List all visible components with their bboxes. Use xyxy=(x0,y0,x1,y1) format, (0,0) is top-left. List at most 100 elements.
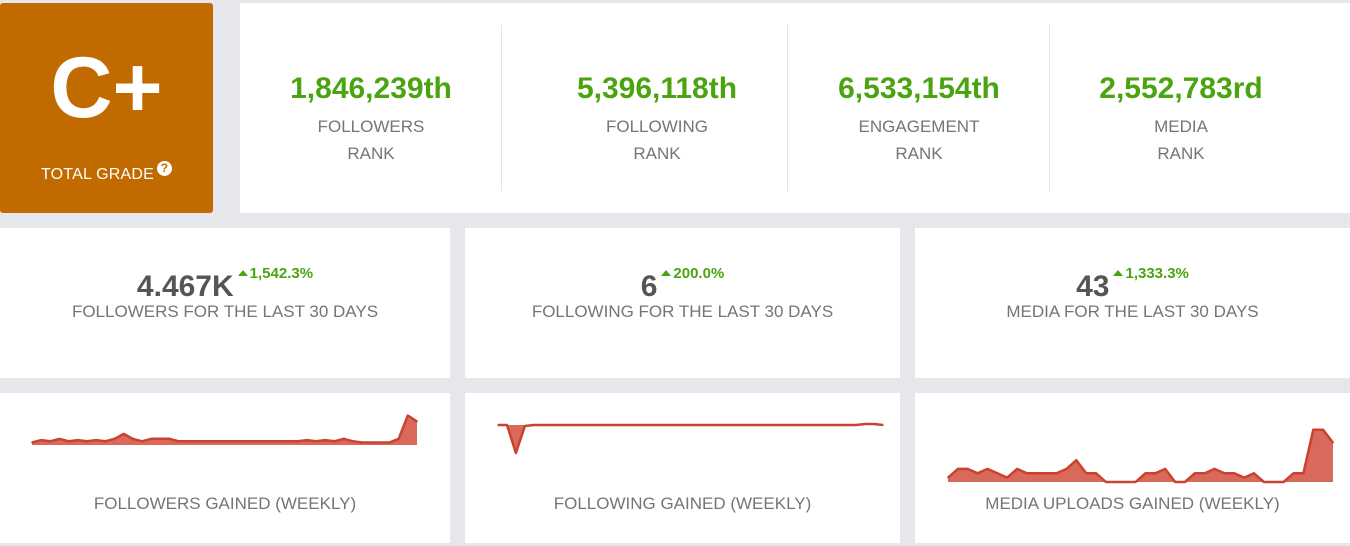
data-point xyxy=(287,440,290,443)
data-point xyxy=(297,440,299,443)
rank-label-line1: FOLLOWING xyxy=(605,117,708,136)
data-point xyxy=(631,424,634,426)
data-point xyxy=(957,468,959,470)
stat-value: 4.467K xyxy=(136,269,234,303)
stat-line: 6 200.0% xyxy=(465,265,900,303)
followers-30d-card: 4.467K 1,542.3% FOLLOWERS FOR THE LAST 30… xyxy=(0,228,450,378)
data-point xyxy=(1312,428,1315,431)
rank-label: MEDIA RANK xyxy=(1050,113,1312,167)
data-point xyxy=(694,424,696,426)
data-point xyxy=(1115,481,1117,483)
data-point xyxy=(223,440,226,443)
data-point xyxy=(756,424,759,426)
media-uploads-gained-chart xyxy=(947,428,1334,484)
chart-area xyxy=(498,424,883,453)
data-point xyxy=(86,440,88,443)
data-point xyxy=(506,424,508,426)
chart-title: FOLLOWING GAINED (WEEKLY) xyxy=(553,494,812,513)
data-point xyxy=(828,424,831,426)
data-point xyxy=(95,439,97,441)
rank-value: 5,396,118th xyxy=(576,72,738,105)
data-point xyxy=(1164,468,1166,470)
stat-change-value: 1,542.3% xyxy=(249,265,314,282)
data-point xyxy=(1263,481,1265,483)
data-point xyxy=(1154,472,1157,475)
data-point xyxy=(1194,472,1196,475)
data-point xyxy=(792,424,795,426)
data-point xyxy=(150,438,152,440)
data-point xyxy=(837,424,839,426)
rank-value: 1,846,239th xyxy=(290,72,452,105)
stat-change-value: 200.0% xyxy=(673,265,725,282)
data-point xyxy=(113,438,116,440)
data-point xyxy=(864,423,866,425)
data-point xyxy=(882,424,884,426)
data-point xyxy=(640,424,643,426)
stat-change: 1,542.3% xyxy=(237,265,314,282)
rank-label-line2: RANK xyxy=(633,144,681,163)
data-point xyxy=(306,439,308,441)
data-point xyxy=(1036,472,1038,475)
data-point xyxy=(232,440,235,443)
data-point xyxy=(577,424,580,426)
data-point xyxy=(783,424,786,426)
data-point xyxy=(801,424,804,426)
stat-change: 200.0% xyxy=(661,265,724,282)
data-point xyxy=(1302,472,1305,475)
data-point xyxy=(533,424,535,426)
data-point xyxy=(1322,428,1324,431)
data-point xyxy=(49,440,52,443)
data-point xyxy=(269,440,272,443)
stat-value: 43 xyxy=(1076,269,1110,303)
data-point xyxy=(586,424,589,426)
data-point xyxy=(658,424,660,426)
data-point xyxy=(515,452,517,454)
data-point xyxy=(388,441,391,444)
rank-label-line2: RANK xyxy=(1157,144,1205,163)
rank-label-line1: ENGAGEMENT xyxy=(858,117,980,136)
chart-line xyxy=(947,428,1334,484)
data-point xyxy=(685,424,687,426)
data-point xyxy=(416,420,418,423)
followers-gained-card: FOLLOWERS GAINED (WEEKLY) xyxy=(0,393,450,543)
data-point xyxy=(58,438,61,440)
chart-line xyxy=(31,414,418,444)
stat-change: 1,333.3% xyxy=(1113,265,1189,282)
rank-following: 5,396,118th FOLLOWING RANK xyxy=(526,3,788,213)
followers-gained-chart xyxy=(31,414,418,445)
stat-line: 4.467K 1,542.3% xyxy=(0,265,450,303)
data-point xyxy=(1233,472,1236,475)
chart-title: MEDIA UPLOADS GAINED (WEEKLY) xyxy=(985,494,1280,513)
data-point xyxy=(721,424,723,426)
rank-label: ENGAGEMENT RANK xyxy=(788,113,1050,167)
data-point xyxy=(595,424,598,426)
data-point xyxy=(1292,472,1295,475)
data-point xyxy=(1213,468,1216,470)
data-point xyxy=(765,424,768,426)
data-point xyxy=(1253,472,1255,475)
data-point xyxy=(986,468,989,470)
data-point xyxy=(132,438,134,440)
data-point xyxy=(1075,459,1078,461)
ranks-panel: 1,846,239th FOLLOWERS RANK 5,396,118th F… xyxy=(240,3,1350,213)
data-point xyxy=(747,424,750,426)
chart-title: FOLLOWERS GAINED (WEEKLY) xyxy=(93,494,357,513)
stat-label: FOLLOWING FOR THE LAST 30 DAYS xyxy=(531,302,834,321)
data-point xyxy=(31,441,33,444)
data-point xyxy=(352,440,354,443)
data-point xyxy=(187,440,189,443)
data-point xyxy=(141,440,143,443)
data-point xyxy=(613,424,616,426)
data-point xyxy=(205,440,207,443)
data-point xyxy=(667,424,669,426)
data-point xyxy=(214,440,217,443)
following-gained-chart xyxy=(497,422,884,455)
stat-label: FOLLOWERS FOR THE LAST 30 DAYS xyxy=(71,302,379,321)
rank-value: 6,533,154th xyxy=(838,72,1000,105)
data-point xyxy=(1134,481,1137,483)
data-point xyxy=(855,424,857,426)
data-point xyxy=(77,439,79,441)
data-point xyxy=(1174,481,1176,483)
question-circle-icon[interactable]: ? xyxy=(157,161,173,176)
data-point xyxy=(712,424,714,426)
